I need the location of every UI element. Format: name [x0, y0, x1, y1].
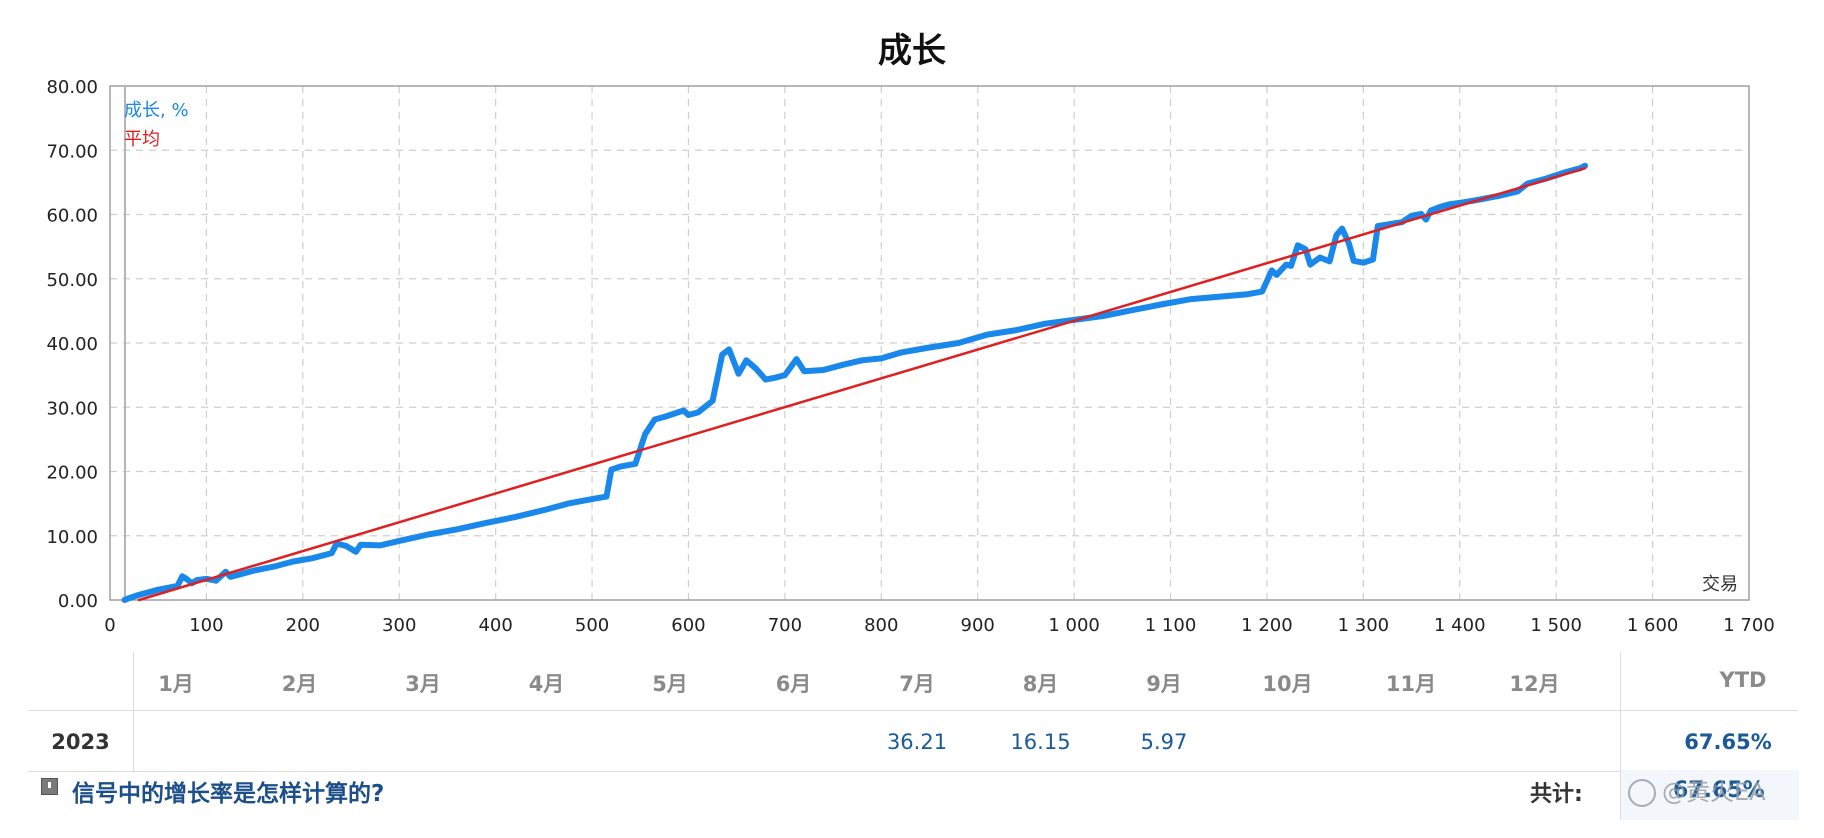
y-tick-label: 60.00	[46, 206, 98, 227]
month-header: 8月	[1022, 672, 1059, 696]
year-cell: 2023	[51, 730, 110, 754]
x-tick-label: 700	[768, 615, 802, 636]
month-header: 11月	[1385, 672, 1437, 696]
total-label: 共计:	[1530, 782, 1583, 807]
month-value-cell[interactable]: 16.15	[1010, 730, 1071, 754]
y-tick-label: 50.00	[46, 270, 98, 291]
legend-growth: 成长, %	[124, 100, 189, 121]
x-tick-label: 1 000	[1048, 615, 1100, 636]
x-tick-label: 1 300	[1338, 615, 1390, 636]
x-tick-label: 1 700	[1723, 615, 1775, 636]
footer: 信号中的增长率是怎样计算的? 共计: 67.65%	[28, 770, 1799, 820]
month-header: 1月	[158, 672, 194, 696]
watermark-text: @黄火EA	[1662, 778, 1766, 806]
growth-chart: 成长 0.00 10.00 20.00 30.00 40.00 50.00 60.00 70.…	[46, 31, 1774, 636]
month-header: 9月	[1146, 672, 1182, 696]
total-value: 67.65%	[1673, 778, 1765, 803]
column-separator	[1620, 711, 1621, 771]
x-tick-label: 300	[382, 615, 416, 636]
month-header: 5月	[652, 672, 688, 696]
chart-title: 成长	[878, 31, 946, 71]
plot-frame	[109, 85, 1750, 601]
column-separator	[133, 652, 134, 710]
x-tick-label: 0	[104, 615, 115, 636]
x-tick-label: 1 600	[1627, 615, 1679, 636]
x-tick-label: 200	[286, 615, 320, 636]
y-tick-label: 40.00	[46, 334, 98, 355]
y-tick-label: 0.00	[58, 591, 98, 612]
column-separator	[133, 711, 134, 771]
ytd-cell[interactable]: 67.65%	[1684, 730, 1772, 754]
growth-series-line	[121, 162, 1589, 603]
y-tick-label: 80.00	[46, 77, 98, 98]
month-header: 6月	[775, 672, 812, 696]
growth-help-link[interactable]: 信号中的增长率是怎样计算的?	[72, 781, 385, 807]
monthly-returns-table: YTD 1月 2月 3月 4月 5月 6月 7月 8月 9月 10月 11月 12月 2023 67.…	[28, 652, 1798, 772]
x-tick-label: 600	[671, 615, 705, 636]
y-tick-label: 20.00	[46, 463, 98, 484]
watermark: @黄火EA	[1628, 772, 1766, 807]
x-tick-label: 1 400	[1434, 615, 1486, 636]
column-separator	[1620, 652, 1621, 710]
x-tick-label: 1 100	[1145, 615, 1197, 636]
ytd-header: YTD	[1719, 668, 1767, 692]
x-tick-label: 500	[575, 615, 609, 636]
month-header: 2月	[281, 672, 318, 696]
y-axis: 0.00 10.00 20.00 30.00 40.00 50.00 60.00 70.00 8…	[46, 77, 98, 612]
grid	[110, 86, 1749, 600]
x-tick-label: 800	[864, 615, 898, 636]
month-header: 7月	[899, 672, 935, 696]
y-tick-label: 70.00	[46, 141, 98, 162]
x-tick-label: 1 200	[1241, 615, 1293, 636]
month-header: 10月	[1262, 672, 1313, 696]
month-header: 12月	[1509, 672, 1560, 696]
x-tick-label: 900	[961, 615, 995, 636]
month-value-cell[interactable]: 36.21	[886, 730, 948, 754]
y-tick-label: 30.00	[46, 398, 98, 419]
month-value-cell[interactable]: 5.97	[1140, 730, 1188, 754]
help-icon	[41, 778, 58, 795]
watermark-logo-icon	[1628, 779, 1656, 807]
x-axis-label: 交易	[1702, 574, 1738, 595]
x-tick-label: 100	[189, 615, 223, 636]
month-header: 4月	[528, 672, 565, 696]
table-header-row: YTD 1月 2月 3月 4月 5月 6月 7月 8月 9月 10月 11月 12月	[28, 652, 1798, 711]
month-header: 3月	[405, 672, 441, 696]
x-tick-label: 400	[478, 615, 512, 636]
legend-average: 平均	[124, 129, 160, 150]
y-tick-label: 10.00	[46, 527, 98, 548]
average-series-line	[137, 166, 1587, 602]
x-axis: 0 100 200 300 400 500 600 700 800 900 1 000 1 100 1 …	[104, 615, 1774, 636]
series	[121, 162, 1589, 603]
x-tick-label: 1 500	[1530, 615, 1582, 636]
table-row: 2023 67.65% 36.21 16.15 5.97	[28, 711, 1798, 772]
